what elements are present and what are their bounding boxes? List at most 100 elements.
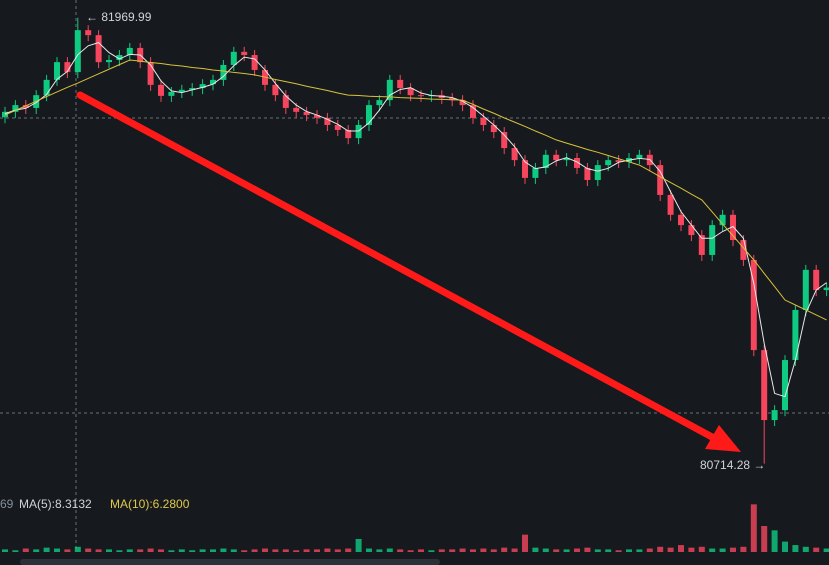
candle-body <box>64 62 71 73</box>
high-label: ← 81969.99 <box>86 10 152 24</box>
candle-body <box>698 235 705 255</box>
volume-bar <box>376 549 383 552</box>
volume-bar <box>802 546 809 552</box>
volume-bar <box>438 549 445 552</box>
volume-bar <box>12 550 19 552</box>
volume-bar <box>106 549 112 552</box>
candle-body <box>241 51 248 56</box>
moving-average-line <box>4 59 827 321</box>
volume-bar <box>95 549 102 552</box>
volume-bar <box>657 546 664 552</box>
candle-body <box>542 154 549 168</box>
volume-bar <box>116 550 123 552</box>
volume-bar <box>574 548 580 552</box>
volume-bar <box>594 549 601 552</box>
candle-body <box>251 55 258 70</box>
volume-bar <box>449 549 456 552</box>
volume-bar <box>522 534 528 552</box>
candle-body <box>12 105 19 112</box>
candle-body <box>678 214 684 226</box>
candle-body <box>147 62 154 85</box>
volume-bar <box>126 549 133 552</box>
candle-body <box>199 84 206 89</box>
annotation-arrow <box>76 91 716 441</box>
volume-bar <box>750 504 757 552</box>
candle-body <box>522 160 528 178</box>
volume-bar <box>688 547 695 552</box>
volume-bar <box>386 548 393 552</box>
volume-bar <box>667 547 674 552</box>
volume-bar <box>813 547 820 552</box>
candle-body <box>158 84 164 96</box>
plot-area <box>2 17 829 552</box>
candle-body <box>470 105 476 118</box>
volume-bar <box>480 548 487 552</box>
volume-bar <box>22 548 29 552</box>
candle-body <box>95 35 102 63</box>
candle-body <box>126 47 133 56</box>
candle-body <box>771 410 778 421</box>
volume-bar <box>782 541 788 552</box>
volume-bar <box>470 549 476 552</box>
volume-bar <box>355 539 362 552</box>
candle-body <box>43 79 50 96</box>
volume-bar <box>345 548 352 552</box>
candle-body <box>709 225 716 255</box>
candle-body <box>334 124 341 130</box>
candle-body <box>761 350 768 421</box>
volume-bar <box>64 549 71 552</box>
volume-bar <box>542 548 549 552</box>
volume-bar <box>366 548 372 552</box>
candle-body <box>740 240 747 260</box>
volume-bar <box>532 547 539 552</box>
candle-body <box>85 30 92 36</box>
candle-body <box>54 62 60 80</box>
volume-bar <box>137 549 144 552</box>
candle-body <box>230 51 237 65</box>
candle-body <box>22 105 29 108</box>
volume-bar <box>314 549 320 552</box>
volume-bar <box>407 550 414 552</box>
candle-body <box>730 214 736 241</box>
candle-body <box>74 30 81 73</box>
volume-bar <box>771 530 778 552</box>
candle-body <box>511 148 518 161</box>
candle-body <box>407 88 414 96</box>
candle-body <box>553 154 560 161</box>
volume-bar <box>511 548 518 552</box>
volume-bar <box>282 549 289 552</box>
candle-body <box>480 117 487 125</box>
low-label: 80714.28 → <box>700 458 765 472</box>
moving-average-line <box>4 42 827 398</box>
candle-body <box>293 107 300 112</box>
volume-bar <box>605 549 612 552</box>
volume-bar <box>293 550 300 552</box>
candle-body <box>106 60 112 63</box>
candle-body <box>314 115 320 118</box>
volume-bar <box>272 549 279 552</box>
volume-bar <box>636 549 643 552</box>
candle-body <box>449 98 456 101</box>
candle-body <box>303 111 310 116</box>
volume-bar <box>563 549 570 552</box>
candle-body <box>615 160 622 162</box>
volume-bar <box>584 547 591 552</box>
volume-bar <box>241 550 248 552</box>
candle-body <box>386 79 393 101</box>
volume-bar <box>158 549 164 552</box>
candle-body <box>418 95 424 97</box>
volume-bar <box>251 549 258 552</box>
volume-bar <box>43 547 50 552</box>
volume-bar <box>709 548 716 552</box>
candle-body <box>355 124 362 139</box>
volume-bar <box>33 549 40 552</box>
candle-body <box>750 259 757 351</box>
candle-body <box>397 79 404 89</box>
scrollbar[interactable] <box>20 559 440 565</box>
volume-bar <box>334 549 341 552</box>
volume-bar <box>85 548 92 552</box>
volume-bar <box>220 548 227 552</box>
volume-bar <box>646 548 653 552</box>
